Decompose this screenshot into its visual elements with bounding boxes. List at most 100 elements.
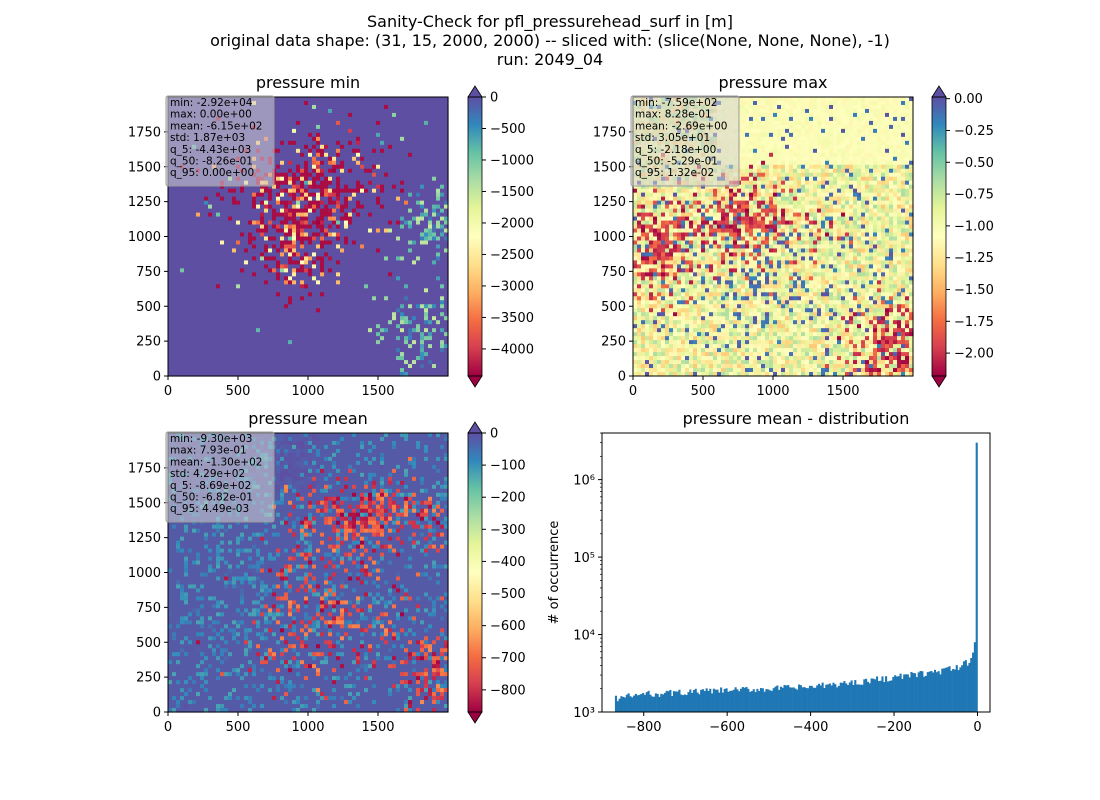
heatmap-cell [436,116,441,122]
heatmap-cell [320,176,325,182]
heatmap-cell [412,244,417,250]
heatmap-cell [192,200,197,206]
heatmap-cell [272,236,277,242]
heatmap-cell [408,104,413,110]
heatmap-cell [408,164,413,170]
heatmap-cell [420,104,425,110]
heatmap-cell [304,144,309,150]
heatmap-cell [312,104,317,110]
heatmap-cell [428,172,433,178]
heatmap-cell [392,100,397,106]
heatmap-cell [360,352,365,357]
heatmap-cell [292,176,297,182]
heatmap-cell [296,220,301,226]
heatmap-cell [280,220,285,226]
heatmap-cell [232,224,237,230]
heatmap-cell [332,188,337,194]
heatmap-cell [296,248,301,254]
heatmap-cell [260,208,265,214]
heatmap-cell [268,216,273,222]
stats-line: min: -2.92e+04 [170,97,253,109]
heatmap-cell [376,172,381,178]
heatmap-cell [408,208,413,214]
heatmap-cell [741,97,746,102]
heatmap-cell [384,216,389,222]
heatmap-cell [356,108,361,114]
heatmap-cell [192,280,197,285]
heatmap-cell [396,288,401,293]
heatmap-cell [396,344,401,349]
heatmap-cell [220,304,225,309]
heatmap-cell [284,352,289,357]
heatmap-cell [336,304,341,309]
heatmap-cell [332,352,337,357]
heatmap-cell [428,152,433,158]
heatmap-cell [184,244,189,250]
heatmap-cell [444,348,449,353]
heatmap-cell [404,148,409,154]
heatmap-cell [332,348,337,353]
heatmap-cell [348,316,353,321]
heatmap-cell [232,300,237,305]
heatmap-cell [404,108,409,114]
heatmap-cell [240,192,245,198]
heatmap-cell [256,308,261,313]
heatmap-cell [188,196,193,202]
heatmap-cell [408,144,413,150]
heatmap-cell [408,292,413,297]
heatmap-cell [304,296,309,301]
heatmap-cell [272,372,277,377]
heatmap-cell [324,288,329,293]
heatmap-cell [356,268,361,273]
heatmap-cell [300,360,305,365]
heatmap-cell [400,340,405,345]
heatmap-cell [212,260,217,265]
heatmap-cell [388,236,393,242]
heatmap-cell [204,344,209,349]
heatmap-cell [172,188,177,194]
heatmap-cell [384,368,389,373]
heatmap-cell [436,348,441,353]
heatmap-cell [356,272,361,277]
heatmap-cell [168,336,173,341]
heatmap-cell [244,192,249,198]
heatmap-cell [340,264,345,269]
heatmap-cell [428,292,433,297]
heatmap-cell [312,196,317,202]
heatmap-cell [308,216,313,222]
heatmap-cell [280,308,285,313]
heatmap-cell [408,324,413,329]
heatmap-cell [420,244,425,250]
heatmap-cell [368,164,373,170]
heatmap-cell [352,340,357,345]
heatmap-cell [440,348,445,353]
heatmap-cell [200,280,205,285]
heatmap-cell [312,100,317,106]
heatmap-cell [176,204,181,210]
heatmap-cell [252,188,257,194]
heatmap-cell [444,120,449,126]
heatmap-cell [240,364,245,369]
heatmap-cell [232,336,237,341]
heatmap-cell [440,296,445,301]
heatmap-cell [372,260,377,265]
heatmap-cell [284,308,289,313]
heatmap-cell [256,352,261,357]
heatmap-cell [212,308,217,313]
y-tick-label: 250 [136,335,161,350]
heatmap-cell [444,264,449,269]
heatmap-cell [408,100,413,106]
heatmap-cell [260,352,265,357]
heatmap-cell [200,300,205,305]
heatmap-cell [248,336,253,341]
heatmap-cell [340,168,345,174]
heatmap-cell [432,328,437,333]
heatmap-cell [244,216,249,222]
heatmap-cell [356,316,361,321]
heatmap-cell [328,192,333,198]
heatmap-cell [392,360,397,365]
heatmap-cell [292,320,297,325]
heatmap-cell [392,124,397,130]
heatmap-cell [312,120,317,126]
heatmap-cell [356,164,361,170]
